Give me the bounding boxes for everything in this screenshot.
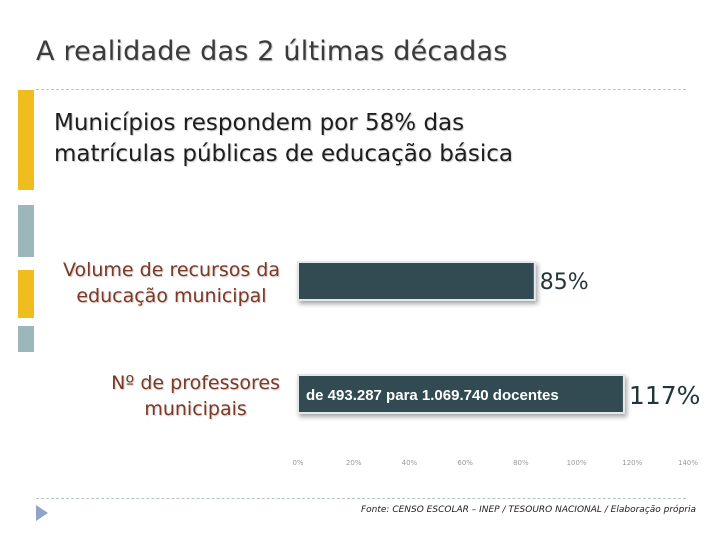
x-tick-label: 40% [402, 459, 418, 467]
category-label-line: Nº de professores [111, 372, 280, 394]
slide-title: A realidade das 2 últimas décadas [36, 36, 508, 67]
footer-divider [36, 498, 686, 499]
play-arrow-icon[interactable] [36, 505, 48, 521]
category-label-professores: Nº de professores municipais [111, 370, 280, 422]
bar [297, 261, 536, 301]
bar [297, 374, 625, 414]
title-divider [36, 89, 686, 90]
subtitle-line-2: matrículas públicas de educação básica [54, 141, 514, 167]
accent-bar-yellow-2 [18, 270, 34, 318]
x-tick-label: 60% [457, 459, 473, 467]
value-label: 117% [629, 381, 700, 410]
x-tick-label: 100% [567, 459, 587, 467]
subtitle-line-1: Municípios respondem por 58% das [54, 110, 465, 136]
value-label: 85% [540, 270, 589, 295]
x-tick-label: 120% [622, 459, 642, 467]
category-label-line: Volume de recursos da [62, 259, 280, 281]
category-label-line: educação municipal [76, 285, 267, 307]
x-tick-label: 80% [513, 459, 529, 467]
x-tick-label: 140% [678, 459, 698, 467]
slide-subtitle: Municípios respondem por 58% das matrícu… [54, 108, 513, 170]
accent-bar-yellow-top [18, 90, 34, 190]
accent-bar-teal-2 [18, 326, 34, 352]
category-label-recursos: Volume de recursos da educação municipal [63, 257, 280, 309]
category-label-line: municipais [144, 398, 247, 420]
x-tick-label: 0% [292, 459, 303, 467]
bar-annotation: de 493.287 para 1.069.740 docentes [306, 387, 559, 404]
accent-bar-teal-1 [18, 205, 34, 257]
source-note: Fonte: CENSO ESCOLAR – INEP / TESOURO NA… [360, 505, 696, 515]
x-tick-label: 20% [346, 459, 362, 467]
